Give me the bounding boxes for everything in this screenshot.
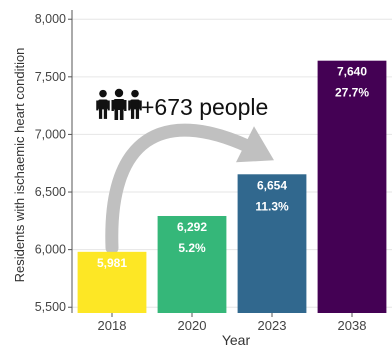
percent-label: 27.7%	[335, 86, 369, 100]
value-label: 7,640	[337, 65, 367, 79]
growth-arrow	[105, 123, 274, 255]
bar-labels: 5,981 6,292 5.2% 6,654 11.3% 7,640 27.7%	[97, 65, 369, 270]
people-group-icon	[96, 88, 142, 120]
x-tick-label: 2020	[178, 318, 207, 333]
x-tick-label: 2018	[98, 318, 127, 333]
arrow-shaft	[105, 123, 255, 255]
x-tick-label: 2038	[338, 318, 367, 333]
arrow-head	[236, 126, 274, 163]
bar-2023	[237, 174, 307, 313]
percent-label: 5.2%	[178, 241, 206, 255]
x-tick-label: 2023	[258, 318, 287, 333]
y-tick-label: 6,000	[35, 243, 66, 257]
annotation-text: +673 people	[141, 94, 268, 120]
value-label: 6,292	[177, 220, 207, 234]
y-tick-label: 7,000	[35, 127, 66, 141]
bar-2018	[77, 251, 147, 313]
y-tick-label: 7,500	[35, 70, 66, 84]
value-label: 5,981	[97, 256, 127, 270]
bar-2038	[317, 60, 387, 313]
y-tick-label: 8,000	[35, 12, 66, 26]
y-tick-label: 6,500	[35, 185, 66, 199]
value-label: 6,654	[257, 178, 287, 192]
bar-2020	[157, 215, 227, 313]
axes: 5,500 6,000 6,500 7,000 7,500 8,000 2018 2020 20…	[35, 10, 367, 333]
percent-label: 11.3%	[255, 199, 289, 213]
y-tick-label: 5,500	[35, 300, 66, 314]
annotation: +673 people	[96, 88, 268, 120]
bars	[77, 60, 387, 313]
x-axis-title: Year	[222, 332, 251, 347]
y-axis-title: Residents with ischaemic heart condition	[12, 48, 27, 283]
